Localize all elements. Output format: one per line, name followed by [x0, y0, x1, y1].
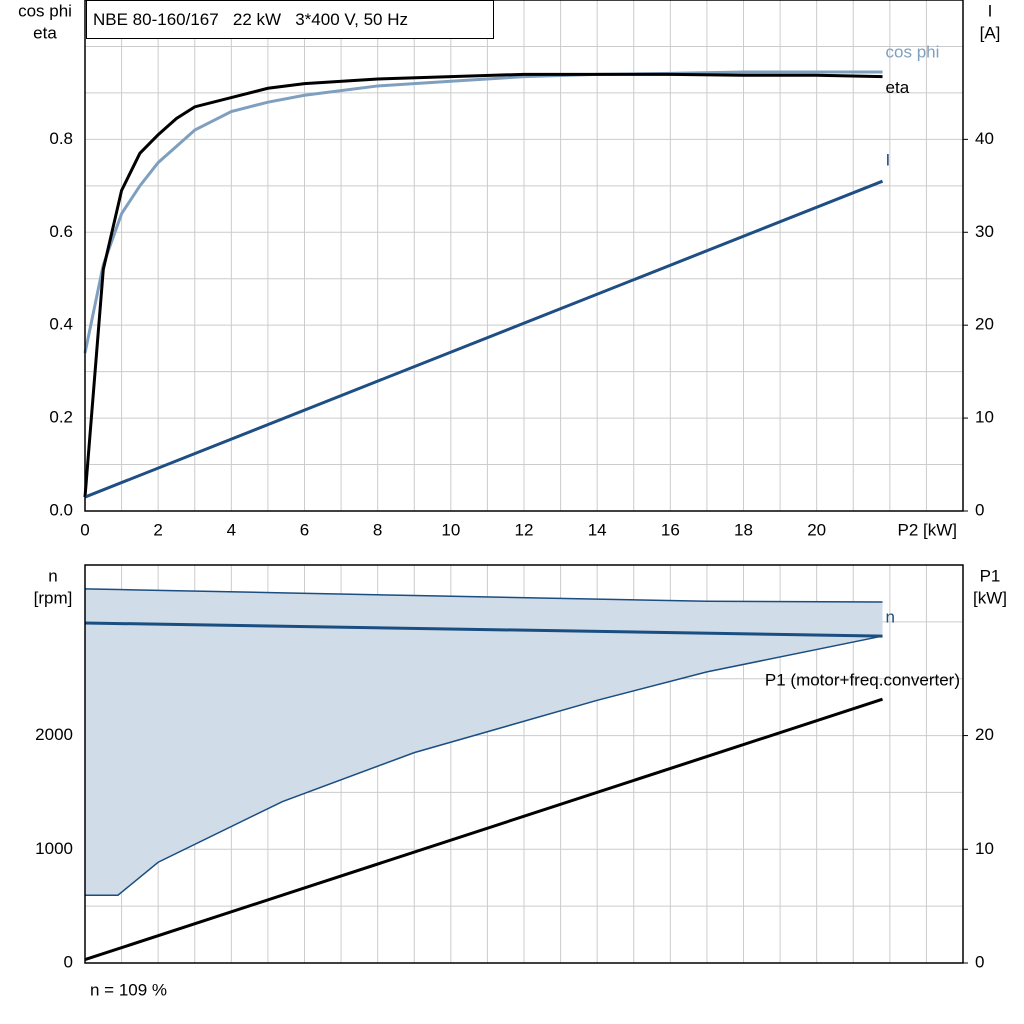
- plot-frame: [84, 564, 964, 964]
- y2-tick-label: 10: [975, 839, 994, 858]
- x-tick-label: 18: [734, 520, 753, 539]
- band-area: [85, 588, 883, 896]
- x-tick-label: 4: [227, 520, 236, 539]
- series-line: [84, 179, 884, 499]
- y-tick-label: 0.4: [49, 315, 73, 334]
- y-axis-label: n: [48, 566, 57, 585]
- x-tick-label: 12: [515, 520, 534, 539]
- plot-frame: [84, 0, 964, 512]
- y2-tick-label: 10: [975, 408, 994, 427]
- band-upper: [84, 588, 883, 603]
- y-tick-label: 2000: [35, 725, 73, 744]
- series-label: I: [886, 151, 891, 170]
- y2-axis-label: [A]: [980, 23, 1001, 42]
- x-tick-label: 14: [588, 520, 607, 539]
- series-line: [84, 697, 883, 962]
- chart-title: NBE 80-160/167 22 kW 3*400 V, 50 Hz: [86, 0, 494, 39]
- series-line: [83, 70, 883, 354]
- x-tick-label: 6: [300, 520, 309, 539]
- series-label: P1 (motor+freq.converter): [765, 671, 960, 690]
- y-axis-label: eta: [33, 23, 57, 42]
- series-label: cos phi: [886, 42, 940, 61]
- y2-tick-label: 20: [975, 315, 994, 334]
- band-lower: [85, 635, 883, 896]
- x-tick-label: 20: [807, 520, 826, 539]
- x-tick-label: 10: [441, 520, 460, 539]
- y-axis-label: cos phi: [18, 1, 72, 20]
- y-tick-label: 0.6: [49, 222, 73, 241]
- y-axis-label: [rpm]: [34, 588, 73, 607]
- series-label: n: [886, 608, 895, 627]
- x-axis-label: P2 [kW]: [897, 520, 957, 539]
- series-label: eta: [886, 78, 910, 97]
- y2-tick-label: 40: [975, 129, 994, 148]
- y2-tick-label: 0: [975, 952, 984, 971]
- y2-axis-label: [kW]: [973, 588, 1007, 607]
- series-line: [84, 621, 883, 638]
- y2-tick-label: 20: [975, 725, 994, 744]
- y2-axis-label: P1: [980, 566, 1001, 585]
- y-tick-label: 0.8: [49, 129, 73, 148]
- y-tick-label: 0.2: [49, 408, 73, 427]
- y2-tick-label: 0: [975, 500, 984, 519]
- x-tick-label: 2: [153, 520, 162, 539]
- y2-axis-label: I: [988, 1, 993, 20]
- x-tick-label: 16: [661, 520, 680, 539]
- y2-tick-label: 30: [975, 222, 994, 241]
- x-tick-label: 0: [80, 520, 89, 539]
- y-tick-label: 1000: [35, 839, 73, 858]
- y-tick-label: 0: [64, 952, 73, 971]
- annotation: n = 109 %: [90, 980, 167, 999]
- y-tick-label: 0.0: [49, 500, 73, 519]
- series-line: [83, 72, 883, 498]
- x-tick-label: 8: [373, 520, 382, 539]
